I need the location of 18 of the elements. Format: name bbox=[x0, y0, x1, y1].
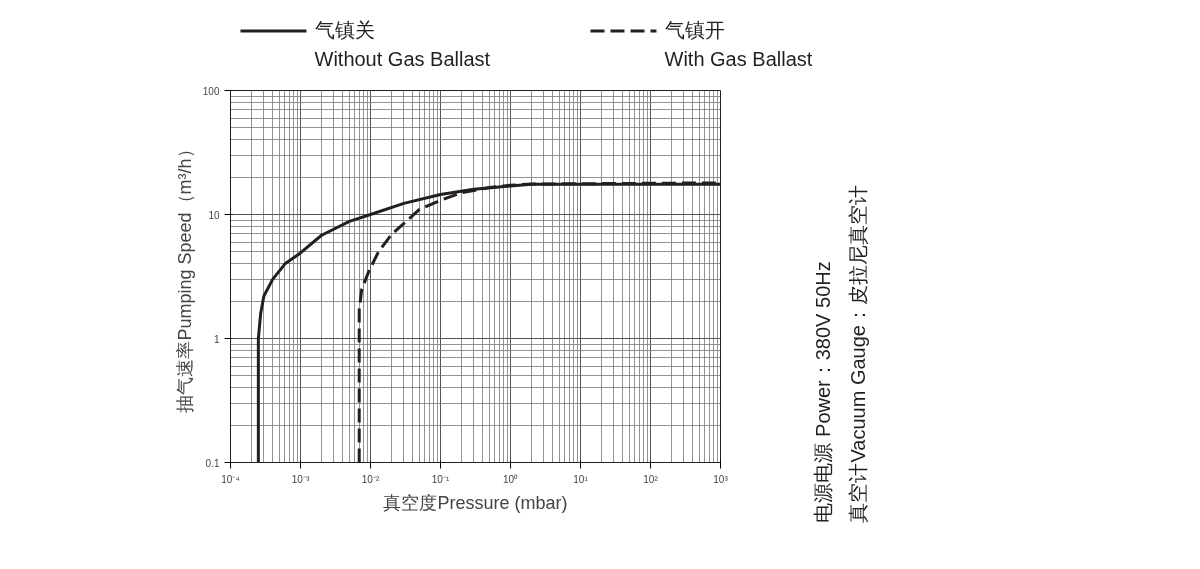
x-tick-label: 10⁰ bbox=[502, 473, 519, 485]
text: 电源电源 Power：380V 50Hz bbox=[811, 261, 834, 523]
legend-label: 气镇关 Without Gas Ballast bbox=[314, 19, 491, 70]
x-axis-title: 真空度Pressure (mbar) bbox=[383, 492, 568, 513]
x-tick-label: 10⁻³ bbox=[291, 473, 310, 485]
x-tick-label: 10⁻¹ bbox=[431, 473, 450, 485]
y-tick-label: 100 bbox=[202, 85, 220, 97]
x-tick-label: 10³ bbox=[713, 473, 729, 485]
x-tick-label: 10⁻⁴ bbox=[221, 473, 240, 485]
y-axis-title: 抽气速率Pumping Speed（m³/h） bbox=[174, 140, 195, 413]
x-tick-label: 10² bbox=[643, 473, 659, 485]
x-tick-label: 10¹ bbox=[573, 473, 589, 485]
text: 真空计Vacuum Gauge：皮拉尼真空计 bbox=[846, 185, 869, 523]
y-tick-label: 1 bbox=[213, 333, 220, 345]
y-tick-label: 0.1 bbox=[205, 457, 220, 469]
y-tick-label: 10 bbox=[208, 209, 220, 221]
x-tick-label: 10⁻² bbox=[361, 473, 380, 485]
legend-label: 气镇开 With Gas Ballast bbox=[664, 19, 813, 70]
